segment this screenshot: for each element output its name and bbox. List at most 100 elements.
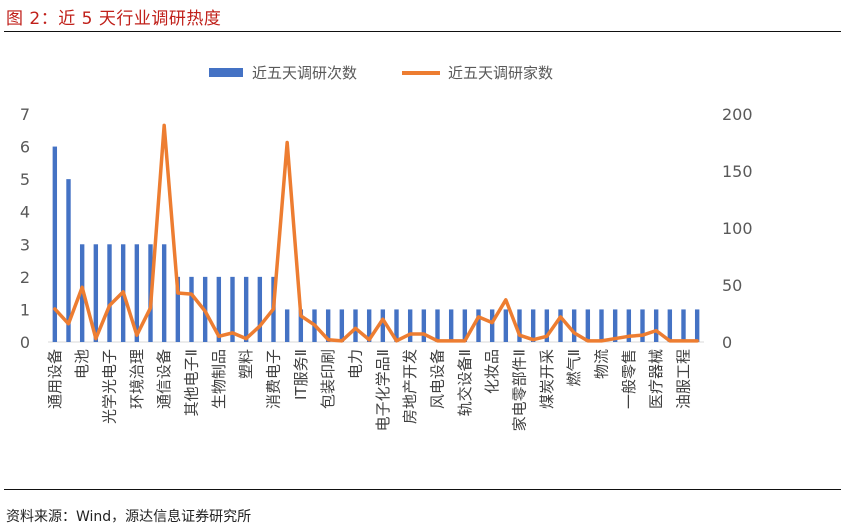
line-point (258, 324, 262, 328)
x-tick-label: 塑料 (237, 349, 255, 379)
line-point (695, 339, 699, 343)
x-tick-label: 电力 (347, 349, 365, 379)
x-tick-label: 光学光电子 (101, 349, 119, 424)
bar (585, 309, 591, 342)
bar (380, 309, 386, 342)
line-point (545, 335, 549, 338)
source-note: 资料来源：Wind，源达信息证券研究所 (6, 509, 252, 525)
x-tick-label: 通信设备 (155, 349, 173, 409)
line-point (572, 331, 576, 335)
x-tick-label: 电子化学品Ⅱ (374, 349, 392, 431)
bar (462, 309, 468, 342)
chart-canvas: 近五天调研次数 近五天调研家数 0 1 2 3 4 5 6 7 0 50 100 150 200 通用… (20, 64, 753, 431)
line-point (135, 333, 139, 337)
bar (476, 309, 481, 342)
line-point (285, 141, 289, 144)
line-point (477, 315, 480, 319)
bar (298, 309, 304, 342)
x-tick-label: 生物制品 (210, 349, 228, 409)
bar (216, 276, 222, 342)
bar (284, 309, 290, 342)
bar (517, 309, 522, 342)
line-point (654, 329, 658, 332)
bar (489, 309, 495, 342)
x-tick-label: 包装印刷 (319, 349, 337, 409)
y-right-tick-label: 0 (722, 333, 732, 352)
x-tick-label: 消费电子 (265, 349, 283, 409)
bar (694, 309, 700, 342)
bar (435, 309, 440, 342)
x-tick-label: 油服工程 (675, 349, 693, 409)
bar (93, 244, 99, 342)
line-point (272, 307, 275, 311)
line-point (641, 333, 644, 337)
line-point (108, 304, 111, 307)
x-tick-label: IT服务Ⅱ (292, 349, 310, 400)
legend-line-label: 近五天调研家数 (448, 64, 553, 82)
line-point (463, 339, 467, 343)
x-tick-label: 其他电子Ⅱ (183, 349, 201, 416)
bar (681, 309, 686, 342)
bar (161, 244, 167, 342)
bar (134, 244, 140, 342)
line-point (613, 337, 617, 340)
x-tick-label: 医疗器械 (647, 349, 665, 409)
line-point (149, 306, 152, 309)
bar (599, 309, 604, 342)
bar (626, 309, 632, 342)
figure-title: 图 2：近 5 天行业调研热度 (6, 9, 222, 29)
y-right-tick-label: 100 (722, 219, 753, 238)
line-point (354, 327, 357, 330)
line-point (67, 322, 70, 325)
line-point (586, 339, 590, 343)
line-point (518, 333, 521, 337)
line-point (80, 286, 84, 289)
bar (339, 309, 345, 342)
x-tick-label: 房地产开发 (401, 349, 419, 424)
bar-series (52, 146, 700, 342)
y-axis-right: 0 50 100 150 200 (722, 105, 753, 352)
line-point (490, 321, 494, 324)
line-point (190, 292, 193, 296)
bar (230, 276, 235, 342)
bar (366, 309, 372, 342)
bar (325, 309, 331, 342)
bar (530, 309, 536, 342)
bar (353, 309, 358, 342)
line-point (408, 332, 412, 336)
line-point (203, 310, 207, 313)
line-point (504, 298, 508, 302)
bar (175, 276, 181, 342)
bar (558, 309, 563, 342)
legend: 近五天调研次数 近五天调研家数 (209, 64, 553, 82)
x-tick-label: 环境治理 (128, 349, 146, 409)
bar (257, 276, 263, 342)
y-left-tick-label: 5 (20, 170, 30, 189)
series-line (53, 123, 699, 343)
bar (667, 309, 673, 342)
line-point (395, 339, 398, 343)
x-tick-label: 一般零售 (620, 349, 638, 409)
line-series (53, 123, 699, 343)
line-point (326, 338, 330, 341)
line-point (682, 339, 685, 343)
line-point (449, 339, 453, 343)
line-point (381, 318, 385, 321)
y-left-tick-label: 1 (20, 300, 30, 319)
line-point (668, 339, 672, 343)
y-right-tick-label: 50 (722, 276, 742, 295)
x-tick-label: 煤炭开采 (538, 349, 556, 409)
x-tick-label: 电池 (73, 349, 91, 379)
y-left-tick-label: 3 (20, 235, 30, 254)
y-left-tick-label: 2 (20, 268, 30, 287)
x-tick-label: 化妆品 (483, 349, 501, 394)
line-point (176, 291, 180, 295)
x-axis-labels: 通用设备 电池 光学光电子 环境治理 通信设备 其他电子Ⅱ 生物制品 塑料 消费电子 IT服务Ⅱ 包… (46, 349, 693, 431)
line-point (299, 314, 303, 317)
x-tick-label: 风电设备 (429, 349, 447, 409)
y-left-tick-label: 0 (20, 333, 30, 352)
line-point (313, 323, 316, 327)
line-point (244, 337, 248, 340)
y-left-tick-label: 7 (20, 105, 30, 124)
bar (243, 276, 249, 342)
